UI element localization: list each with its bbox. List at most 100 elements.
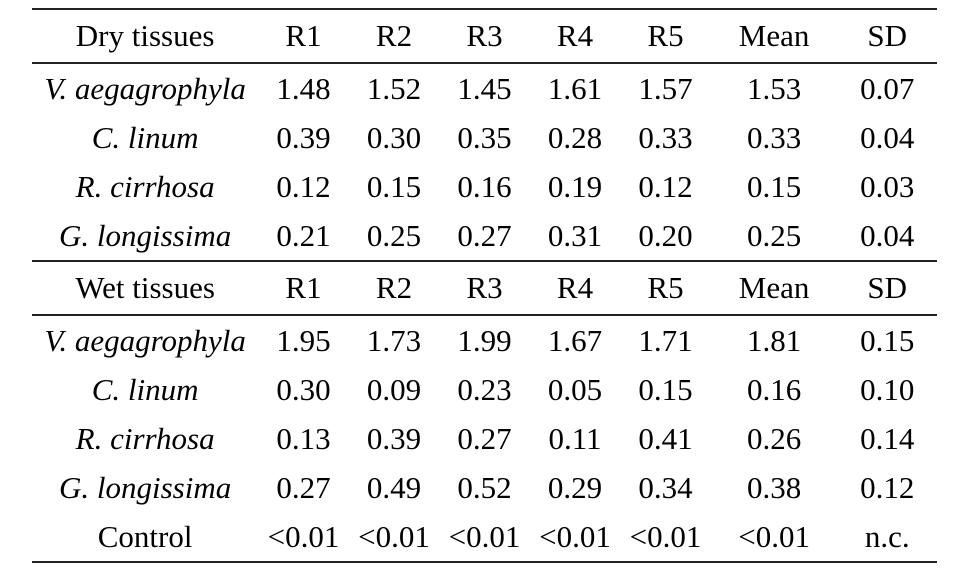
value-cell: 0.27 xyxy=(457,420,512,456)
column-header: R5 xyxy=(647,18,684,53)
value-cell: 0.15 xyxy=(860,322,915,358)
value-cell: 1.52 xyxy=(366,70,422,106)
value-cell: n.c. xyxy=(864,518,910,554)
value-cell: 0.28 xyxy=(547,119,603,155)
column-header: Mean xyxy=(738,270,810,305)
value-cell: 0.23 xyxy=(457,371,512,407)
value-cell: 0.30 xyxy=(366,119,422,155)
value-cell: 0.25 xyxy=(746,217,802,253)
table-row: V. aegagrophyla 1.48 1.52 1.45 1.61 1.57 1.53 0… xyxy=(32,63,937,113)
row-label: V. aegagrophyla xyxy=(44,322,246,358)
column-header: SD xyxy=(867,18,908,53)
value-cell: <0.01 xyxy=(448,518,521,554)
value-cell: 1.57 xyxy=(638,70,693,106)
value-cell: 0.04 xyxy=(860,119,915,155)
table-row: G. longissima 0.21 0.25 0.27 0.31 0.20 0.25 0.0… xyxy=(32,211,937,261)
value-cell: 1.95 xyxy=(276,322,331,358)
table-row: Control <0.01 <0.01 <0.01 <0.01 <0.01 <0.01 n.c… xyxy=(32,512,937,562)
value-cell: 0.30 xyxy=(276,371,331,407)
value-cell: 0.20 xyxy=(638,217,693,253)
value-cell: 0.41 xyxy=(638,420,693,456)
row-label: Control xyxy=(97,518,193,554)
value-cell: 0.12 xyxy=(860,469,915,505)
table-row: R. cirrhosa 0.13 0.39 0.27 0.11 0.41 0.26 0.14 xyxy=(32,414,937,463)
table-row: G. longissima 0.27 0.49 0.52 0.29 0.34 0.38 0.1… xyxy=(32,463,937,512)
column-header: R1 xyxy=(285,270,322,305)
value-cell: 0.39 xyxy=(366,420,422,456)
value-cell: 0.49 xyxy=(366,469,422,505)
tissue-metal-table: Dry tissues R1 R2 R3 R4 R5 Mean SD V. aegagrophy… xyxy=(32,8,937,563)
value-cell: 0.04 xyxy=(860,217,915,253)
value-cell: 0.12 xyxy=(638,168,693,204)
section-title: Dry tissues xyxy=(75,18,215,53)
row-label: G. longissima xyxy=(59,469,232,505)
value-cell: 0.34 xyxy=(638,469,693,505)
value-cell: 1.53 xyxy=(746,70,802,106)
value-cell: 0.12 xyxy=(276,168,331,204)
value-cell: 1.67 xyxy=(547,322,603,358)
section-header-row: Dry tissues R1 R2 R3 R4 R5 Mean SD xyxy=(32,9,937,63)
value-cell: 0.15 xyxy=(746,168,802,204)
value-cell: 0.05 xyxy=(547,371,603,407)
value-cell: 0.16 xyxy=(746,371,802,407)
value-cell: 0.16 xyxy=(457,168,512,204)
row-label: G. longissima xyxy=(59,217,232,253)
column-header: R4 xyxy=(556,18,594,53)
value-cell: 0.29 xyxy=(547,469,603,505)
value-cell: 0.33 xyxy=(638,119,693,155)
value-cell: 0.27 xyxy=(276,469,331,505)
column-header: R5 xyxy=(647,270,684,305)
column-header: R3 xyxy=(466,18,503,53)
row-label: C. linum xyxy=(91,371,199,407)
value-cell: 1.99 xyxy=(457,322,512,358)
value-cell: 0.13 xyxy=(276,420,331,456)
value-cell: <0.01 xyxy=(539,518,611,554)
value-cell: 0.52 xyxy=(457,469,512,505)
value-cell: 1.48 xyxy=(276,70,331,106)
value-cell: 1.81 xyxy=(746,322,802,358)
value-cell: 0.15 xyxy=(638,371,693,407)
column-header: R2 xyxy=(375,270,413,305)
value-cell: 1.73 xyxy=(366,322,422,358)
table-row: C. linum 0.39 0.30 0.35 0.28 0.33 0.33 0.04 xyxy=(32,113,937,162)
tissue-metal-table-container: Dry tissues R1 R2 R3 R4 R5 Mean SD V. aegagrophy… xyxy=(32,8,937,563)
value-cell: 0.35 xyxy=(457,119,512,155)
value-cell: 0.11 xyxy=(548,420,602,456)
value-cell: 0.38 xyxy=(746,469,802,505)
value-cell: 1.45 xyxy=(457,70,512,106)
table-row: C. linum 0.30 0.09 0.23 0.05 0.15 0.16 0.10 xyxy=(32,365,937,414)
value-cell: 0.25 xyxy=(366,217,422,253)
value-cell: <0.01 xyxy=(738,518,810,554)
column-header: R4 xyxy=(556,270,594,305)
value-cell: 0.15 xyxy=(366,168,422,204)
column-header: SD xyxy=(867,270,908,305)
value-cell: 0.21 xyxy=(276,217,331,253)
value-cell: <0.01 xyxy=(267,518,340,554)
row-label: R. cirrhosa xyxy=(75,420,215,456)
value-cell: 0.27 xyxy=(457,217,512,253)
value-cell: <0.01 xyxy=(629,518,702,554)
table-section: Wet tissues R1 R2 R3 R4 R5 Mean SD V. aegagrophy… xyxy=(32,261,937,562)
value-cell: 0.14 xyxy=(860,420,915,456)
column-header: Mean xyxy=(738,18,810,53)
value-cell: 0.03 xyxy=(860,168,915,204)
row-label: C. linum xyxy=(91,119,199,155)
value-cell: 0.07 xyxy=(860,70,915,106)
value-cell: 0.33 xyxy=(746,119,802,155)
section-header-row: Wet tissues R1 R2 R3 R4 R5 Mean SD xyxy=(32,261,937,315)
table-row: V. aegagrophyla 1.95 1.73 1.99 1.67 1.71 1.81 0… xyxy=(32,315,937,365)
value-cell: 0.39 xyxy=(276,119,331,155)
table-section: Dry tissues R1 R2 R3 R4 R5 Mean SD V. aegagrophy… xyxy=(32,9,937,261)
value-cell: 0.09 xyxy=(366,371,422,407)
table-row: R. cirrhosa 0.12 0.15 0.16 0.19 0.12 0.15 0.03 xyxy=(32,162,937,211)
column-header: R2 xyxy=(375,18,413,53)
value-cell: <0.01 xyxy=(358,518,430,554)
value-cell: 0.31 xyxy=(547,217,603,253)
column-header: R3 xyxy=(466,270,503,305)
row-label: R. cirrhosa xyxy=(75,168,215,204)
value-cell: 0.19 xyxy=(547,168,603,204)
column-header: R1 xyxy=(285,18,322,53)
section-title: Wet tissues xyxy=(75,270,215,305)
value-cell: 0.10 xyxy=(860,371,915,407)
